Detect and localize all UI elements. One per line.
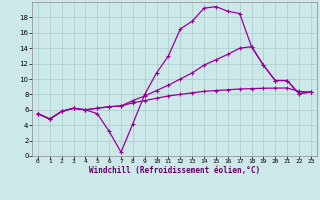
X-axis label: Windchill (Refroidissement éolien,°C): Windchill (Refroidissement éolien,°C): [89, 166, 260, 175]
